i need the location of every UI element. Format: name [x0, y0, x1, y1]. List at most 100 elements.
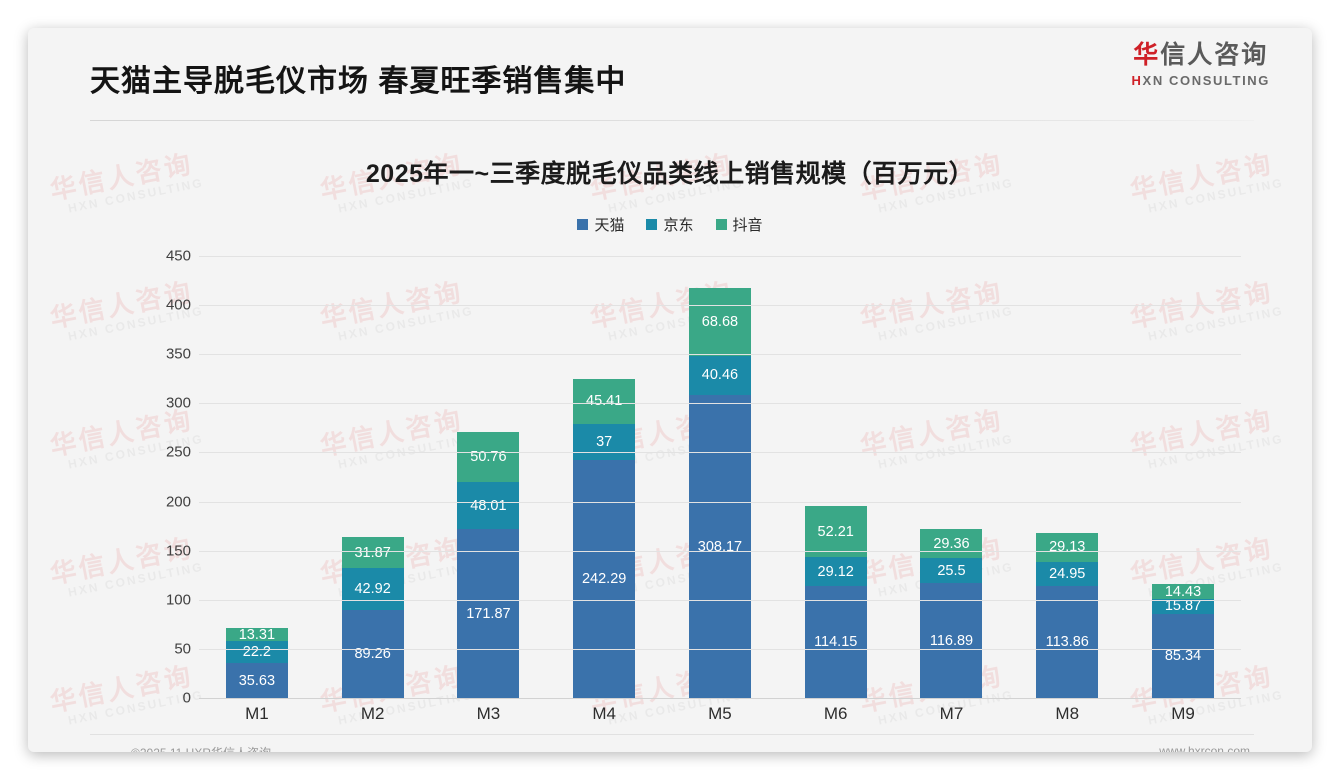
bar-column[interactable]: 14.43 15.87 85.34 — [1152, 256, 1214, 698]
bar-value-label: 14.43 — [1164, 584, 1202, 599]
bar-value-label: 242.29 — [581, 571, 627, 588]
bar-column[interactable]: 45.41 37 242.29 — [573, 256, 636, 698]
bar-value-label: 29.12 — [817, 563, 854, 580]
logo-english: HXN CONSULTING — [1132, 73, 1270, 88]
bar-segment[interactable]: 40.46 — [688, 355, 751, 396]
bar-segment[interactable]: 25.5 — [920, 558, 983, 584]
bar-segment[interactable]: 171.87 — [457, 529, 520, 698]
footer-divider — [90, 734, 1254, 735]
bar-segment[interactable]: 85.34 — [1152, 614, 1214, 698]
bar-segment[interactable]: 45.41 — [573, 379, 636, 424]
bar-segment[interactable]: 37 — [573, 423, 636, 461]
chart-legend: 天猫 京东 抖音 — [28, 214, 1312, 235]
bar-segment[interactable]: 24.95 — [1036, 561, 1099, 587]
chart-title: 2025年一~三季度脱毛仪品类线上销售规模（百万元） — [365, 160, 975, 188]
grid-line — [199, 354, 1241, 356]
y-axis-tick-label: 450 — [165, 247, 191, 265]
grid-line — [199, 452, 1241, 454]
legend-label: 天猫 — [594, 217, 625, 234]
bar-segment[interactable]: 50.76 — [457, 432, 520, 483]
bar-value-label: 116.89 — [929, 632, 974, 649]
grid-line — [199, 550, 1241, 552]
y-axis-tick-label: 400 — [165, 296, 191, 314]
bar-value-label: 40.46 — [701, 367, 739, 384]
bar-value-label: 52.21 — [817, 523, 854, 540]
bar-segment[interactable]: 114.15 — [804, 585, 867, 698]
legend-item-3[interactable]: 抖音 — [715, 214, 763, 235]
bar-segment[interactable]: 116.89 — [920, 583, 983, 698]
bar-segment[interactable]: 29.36 — [920, 529, 983, 559]
bar-value-label: 13.31 — [238, 628, 276, 642]
y-axis-tick-label: 200 — [165, 493, 191, 511]
bar-segment[interactable]: 42.92 — [341, 568, 404, 611]
bar-segment[interactable]: 15.87 — [1152, 598, 1214, 615]
bar-segment[interactable]: 14.43 — [1152, 584, 1214, 599]
bar-value-label: 35.63 — [238, 672, 276, 689]
page-title: 天猫主导脱毛仪市场 春夏旺季销售集中 — [90, 65, 627, 98]
bar-segment[interactable]: 48.01 — [457, 482, 520, 530]
bar-value-label: 31.87 — [354, 544, 391, 561]
bar-segment[interactable]: 89.26 — [341, 610, 404, 698]
grid-line — [199, 648, 1241, 650]
bar-value-label: 29.36 — [933, 535, 970, 552]
page-header: 天猫主导脱毛仪市场 春夏旺季销售集中 华信人咨询 HXN CONSULTING — [28, 28, 1312, 116]
y-axis-tick-label: 100 — [165, 591, 191, 609]
x-axis-labels: M1 M2 M3 M4 M5 M6 M7 M8 M9 — [199, 704, 1241, 724]
bar-value-label: 15.87 — [1164, 598, 1202, 615]
company-logo: 华信人咨询 HXN CONSULTING — [1132, 41, 1270, 88]
bar-value-label: 114.15 — [814, 633, 858, 650]
bar-segment[interactable]: 242.29 — [573, 460, 636, 698]
x-axis-label: M8 — [1055, 704, 1080, 723]
legend-item-2[interactable]: 京东 — [646, 214, 694, 235]
bar-column[interactable]: 13.31 22.2 35.63 — [225, 256, 288, 698]
bar-segment[interactable]: 35.63 — [225, 663, 288, 698]
x-axis-label: M5 — [708, 704, 732, 723]
bar-column[interactable]: 50.76 48.01 171.87 — [457, 256, 520, 698]
legend-swatch-icon — [577, 219, 589, 230]
bar-value-label: 68.68 — [701, 313, 739, 330]
grid-line — [199, 698, 1241, 699]
x-axis-label: M7 — [939, 704, 964, 723]
legend-label: 抖音 — [732, 217, 763, 234]
x-axis-label: M9 — [1171, 704, 1195, 723]
footer-website: www.hxrcon.com — [1159, 744, 1250, 752]
y-axis-tick-label: 350 — [165, 345, 191, 363]
bar-segment[interactable]: 29.12 — [804, 557, 867, 586]
bar-value-label: 89.26 — [354, 646, 391, 663]
y-axis-tick-label: 150 — [165, 542, 191, 560]
bar-value-label: 113.86 — [1045, 634, 1089, 651]
footer-copyright: ©2025.11 HXR华信人咨询 — [131, 744, 271, 752]
bar-column[interactable]: 29.36 25.5 116.89 — [920, 256, 983, 698]
bar-value-label: 29.13 — [1049, 539, 1086, 556]
legend-swatch-icon — [715, 219, 727, 230]
grid-line — [199, 305, 1241, 307]
bar-segment[interactable]: 113.86 — [1036, 586, 1099, 698]
bar-segment[interactable]: 68.68 — [688, 288, 751, 356]
logo-chinese-rest: 信人咨询 — [1160, 41, 1269, 69]
logo-chinese-red: 华 — [1133, 41, 1161, 69]
bar-column[interactable]: 52.21 29.12 114.15 — [804, 256, 867, 698]
bar-value-label: 37 — [596, 433, 613, 450]
chart-plot-area: 13.31 22.2 35.63 31.87 42.92 89.26 50.76 48.01 1… — [166, 248, 1241, 707]
bar-value-label: 42.92 — [354, 581, 391, 598]
bar-column[interactable]: 31.87 42.92 89.26 — [341, 256, 404, 698]
report-card: 华信人咨询 HXN CONSULTING 华信人咨询 HXN CONSULTING 华信… — [28, 28, 1312, 752]
legend-item-1[interactable]: 天猫 — [577, 214, 624, 235]
bar-column[interactable]: 68.68 40.46 308.17 — [688, 256, 751, 698]
bar-segment[interactable]: 29.13 — [1036, 533, 1099, 562]
bar-segment[interactable]: 22.2 — [225, 641, 288, 664]
grid-line — [199, 501, 1241, 503]
bar-value-label: 308.17 — [697, 538, 743, 555]
bar-value-label: 22.2 — [242, 644, 271, 661]
x-axis-label: M3 — [476, 704, 501, 723]
bar-segment[interactable]: 13.31 — [225, 628, 288, 642]
logo-english-rest: XN CONSULTING — [1142, 72, 1270, 88]
x-axis-label: M1 — [245, 704, 269, 723]
bar-column[interactable]: 29.13 24.95 113.86 — [1036, 256, 1099, 698]
bar-segment[interactable]: 52.21 — [804, 506, 867, 558]
bar-value-label: 45.41 — [586, 393, 623, 410]
bar-segment[interactable]: 31.87 — [341, 536, 404, 569]
bar-segment[interactable]: 308.17 — [688, 395, 751, 698]
legend-label: 京东 — [663, 217, 694, 234]
x-axis-label: M2 — [360, 704, 385, 723]
